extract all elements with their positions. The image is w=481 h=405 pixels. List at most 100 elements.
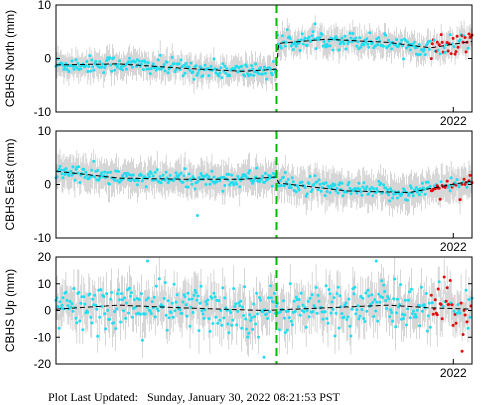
east-data-point <box>462 177 466 181</box>
north-data-point <box>411 44 415 48</box>
north-data-point <box>209 64 213 68</box>
north-data-point <box>192 77 196 81</box>
north-data-point <box>271 60 275 63</box>
north-data-point <box>100 65 104 69</box>
up-data-point <box>153 315 157 319</box>
up-data-point <box>157 277 161 281</box>
east-data-point <box>349 192 353 196</box>
east-data-point <box>389 187 393 191</box>
north-data-point <box>165 60 169 64</box>
east-data-point <box>204 183 208 186</box>
east-data-point <box>316 188 320 192</box>
east-data-point <box>174 171 178 175</box>
north-data-point <box>288 37 292 40</box>
up-data-point <box>144 298 148 302</box>
north-data-point <box>118 59 121 63</box>
up-data-point <box>301 303 305 307</box>
north-data-point <box>149 67 153 71</box>
north-data-point <box>235 64 239 68</box>
north-data-point <box>429 57 433 61</box>
up-data-point <box>166 299 170 303</box>
north-data-point <box>84 64 88 67</box>
east-data-point <box>181 180 185 184</box>
up-data-point <box>224 306 228 310</box>
up-ytick-label: -20 <box>34 357 52 371</box>
east-data-point <box>435 184 439 188</box>
up-data-point <box>98 315 102 319</box>
north-data-point <box>406 40 409 44</box>
east-data-point <box>155 168 159 172</box>
east-data-point <box>70 173 74 177</box>
up-data-point <box>140 338 144 342</box>
east-data-point <box>248 169 252 173</box>
north-data-point <box>395 38 398 42</box>
north-data-point <box>294 44 298 48</box>
north-data-point <box>443 50 447 54</box>
north-data-point <box>88 54 92 58</box>
up-data-point <box>286 309 290 313</box>
east-data-point <box>417 193 421 197</box>
east-data-point <box>176 176 180 180</box>
north-data-point <box>63 65 67 69</box>
up-data-point <box>102 295 106 299</box>
north-data-point <box>197 68 201 72</box>
up-data-point <box>285 328 289 332</box>
north-data-point <box>318 35 322 39</box>
north-data-point <box>402 57 405 61</box>
east-data-point <box>336 191 340 195</box>
east-data-point <box>300 180 304 184</box>
up-data-point <box>239 299 243 303</box>
east-data-point <box>364 187 368 191</box>
up-data-point <box>230 323 234 327</box>
north-data-point <box>98 60 102 64</box>
up-data-point <box>181 300 185 304</box>
north-data-point <box>384 33 388 37</box>
up-data-point <box>462 308 466 312</box>
east-data-point <box>422 187 426 191</box>
east-data-point <box>96 169 100 172</box>
north-data-point <box>143 60 147 64</box>
north-data-point <box>252 73 256 77</box>
north-xtick-label: 2022 <box>440 114 467 128</box>
up-data-point <box>326 321 330 325</box>
up-data-point <box>441 304 445 308</box>
up-data-point <box>235 323 239 327</box>
east-data-point <box>73 178 77 182</box>
north-data-point <box>442 46 446 50</box>
east-data-point <box>90 168 94 172</box>
east-data-point <box>179 171 183 175</box>
east-data-point <box>244 174 248 178</box>
east-data-point <box>387 193 391 197</box>
north-data-point <box>347 40 351 44</box>
up-data-point <box>117 288 120 292</box>
east-data-point <box>60 172 64 176</box>
up-data-point <box>93 293 97 297</box>
east-data-point <box>210 169 214 173</box>
east-data-point <box>327 186 331 190</box>
up-data-point <box>152 295 156 299</box>
north-data-point <box>92 68 96 72</box>
east-data-point <box>420 181 424 185</box>
up-data-point <box>410 312 414 316</box>
up-data-point <box>271 300 275 304</box>
up-data-point <box>171 315 175 319</box>
east-data-point <box>144 185 148 189</box>
north-data-point <box>243 74 247 78</box>
north-data-point <box>432 38 436 42</box>
up-data-point <box>169 311 173 315</box>
up-data-point <box>419 285 423 289</box>
up-data-point <box>191 311 195 314</box>
up-data-point <box>381 296 385 299</box>
up-data-point <box>124 316 127 320</box>
up-data-point <box>383 290 387 293</box>
north-data-point <box>400 38 403 42</box>
up-data-point <box>254 322 258 326</box>
north-data-point <box>65 67 69 71</box>
up-data-point <box>60 303 64 307</box>
north-data-point <box>354 36 358 40</box>
east-data-point <box>100 171 104 175</box>
up-data-point <box>402 317 405 320</box>
east-data-point <box>93 175 97 179</box>
up-data-point <box>324 284 328 288</box>
north-panel: 10 0 -10 2022 CBHS North (mm) <box>3 0 474 128</box>
